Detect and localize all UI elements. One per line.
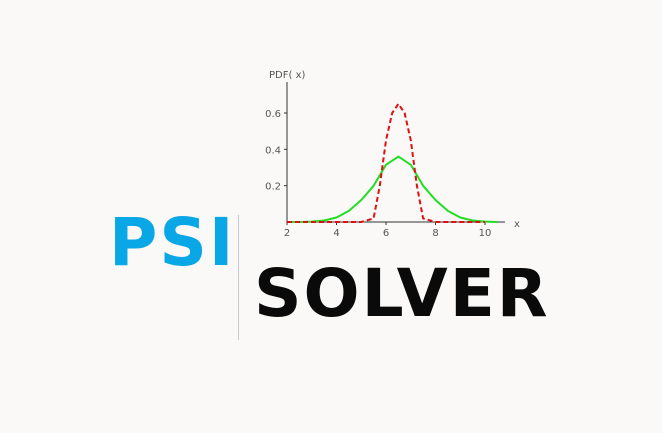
x-tick-label: 8 [432,228,438,239]
x-tick-label: 6 [383,228,389,239]
x-tick-label: 2 [284,228,290,239]
x-tick-label: 4 [333,228,339,239]
chart-axes [286,82,505,223]
y-tick-label: 0.2 [265,182,281,193]
y-axis-label: PDF( x) [269,70,305,81]
x-tick-label: 10 [479,228,492,239]
y-tick-label: 0.6 [265,109,281,120]
x-axis-label: x [514,219,520,230]
solver-logo-text: SOLVER [254,255,550,332]
chart-ticks: 2 4 6 8 10 0.2 0.4 0.6 [265,109,491,239]
logo-divider [238,215,239,340]
series-line-solid [287,155,498,223]
chart-series [287,102,498,223]
psi-logo-text: PSI [109,204,236,281]
y-tick-label: 0.4 [265,145,281,156]
series-line-dashed [287,102,485,223]
